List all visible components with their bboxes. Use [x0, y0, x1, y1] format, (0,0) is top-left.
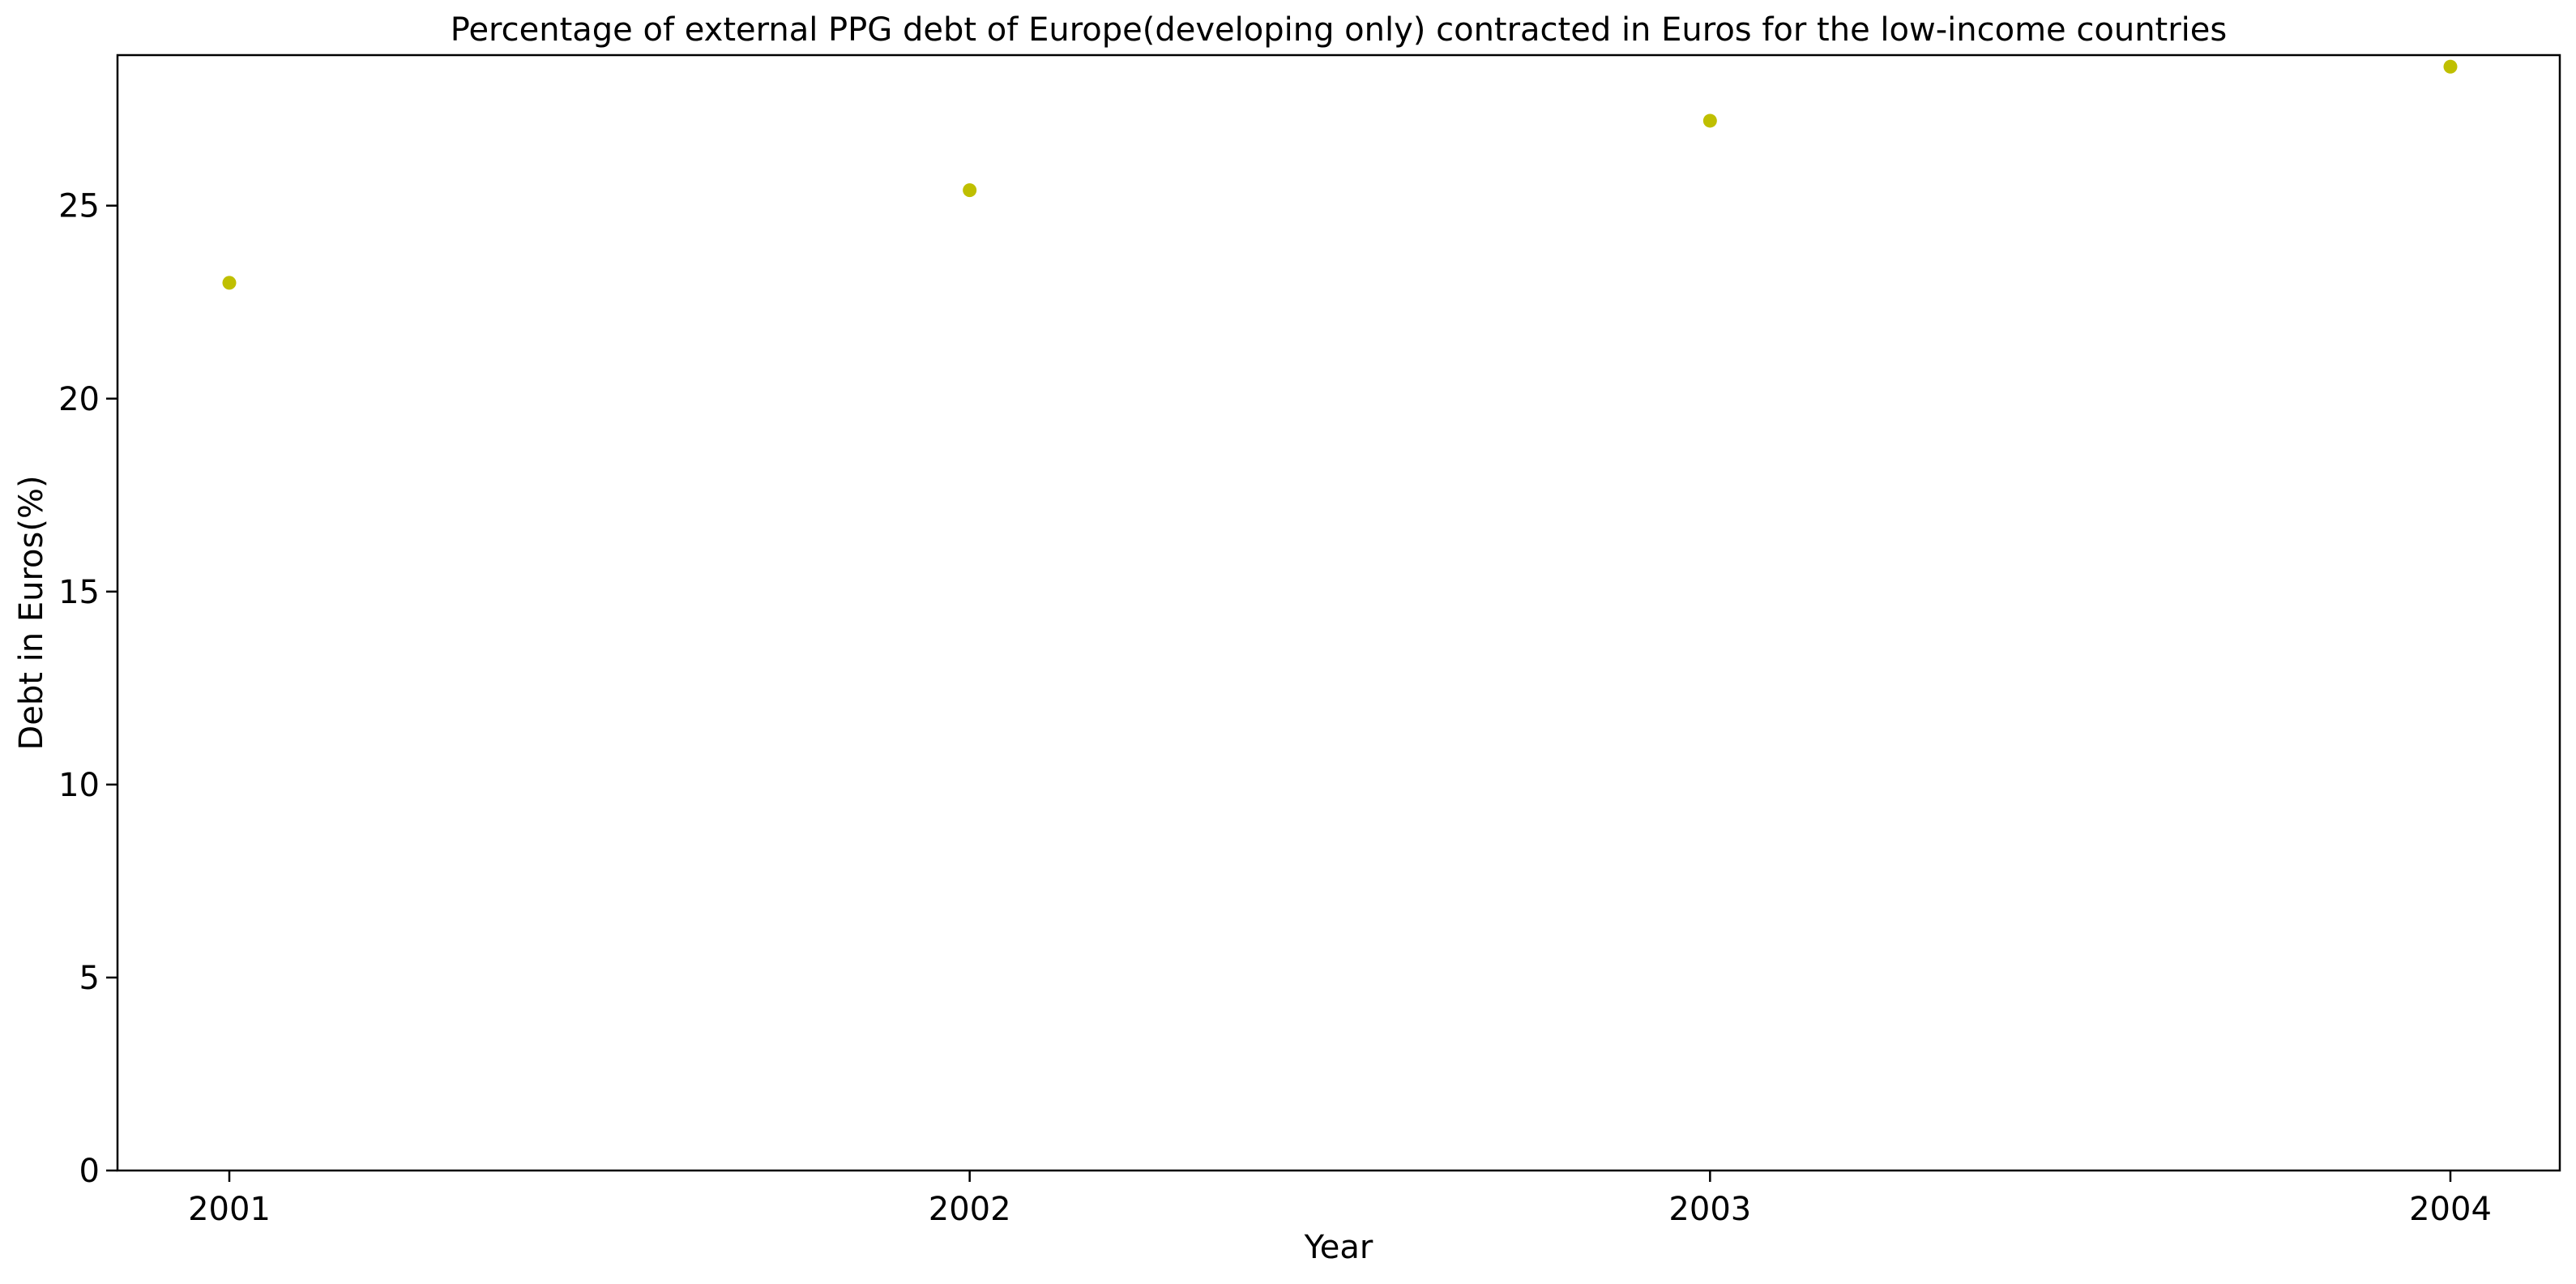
y-axis-label: Debt in Euros(%) [13, 475, 50, 750]
x-tick-label: 2001 [188, 1191, 271, 1228]
y-tick-label: 20 [58, 381, 100, 418]
data-points [222, 59, 2458, 290]
data-point [963, 183, 977, 198]
data-point [2443, 59, 2458, 74]
x-tick-label: 2002 [929, 1191, 1011, 1228]
data-point [1702, 113, 1717, 128]
chart-title: Percentage of external PPG debt of Europ… [451, 11, 2227, 49]
x-tick-label: 2003 [1668, 1191, 1751, 1228]
x-axis-label: Year [1304, 1229, 1373, 1266]
y-tick-label: 15 [58, 574, 100, 611]
x-tick-label: 2004 [2409, 1191, 2492, 1228]
data-point [222, 276, 237, 290]
y-tick-label: 0 [79, 1153, 100, 1190]
y-tick-label: 25 [58, 188, 100, 225]
x-axis-ticks: 2001 2002 2003 2004 [188, 1171, 2492, 1228]
plot-area-frame [116, 54, 2561, 1172]
y-tick-label: 5 [79, 960, 100, 997]
y-axis-ticks: 0 5 10 15 20 25 [58, 188, 117, 1190]
y-tick-label: 10 [58, 767, 100, 804]
